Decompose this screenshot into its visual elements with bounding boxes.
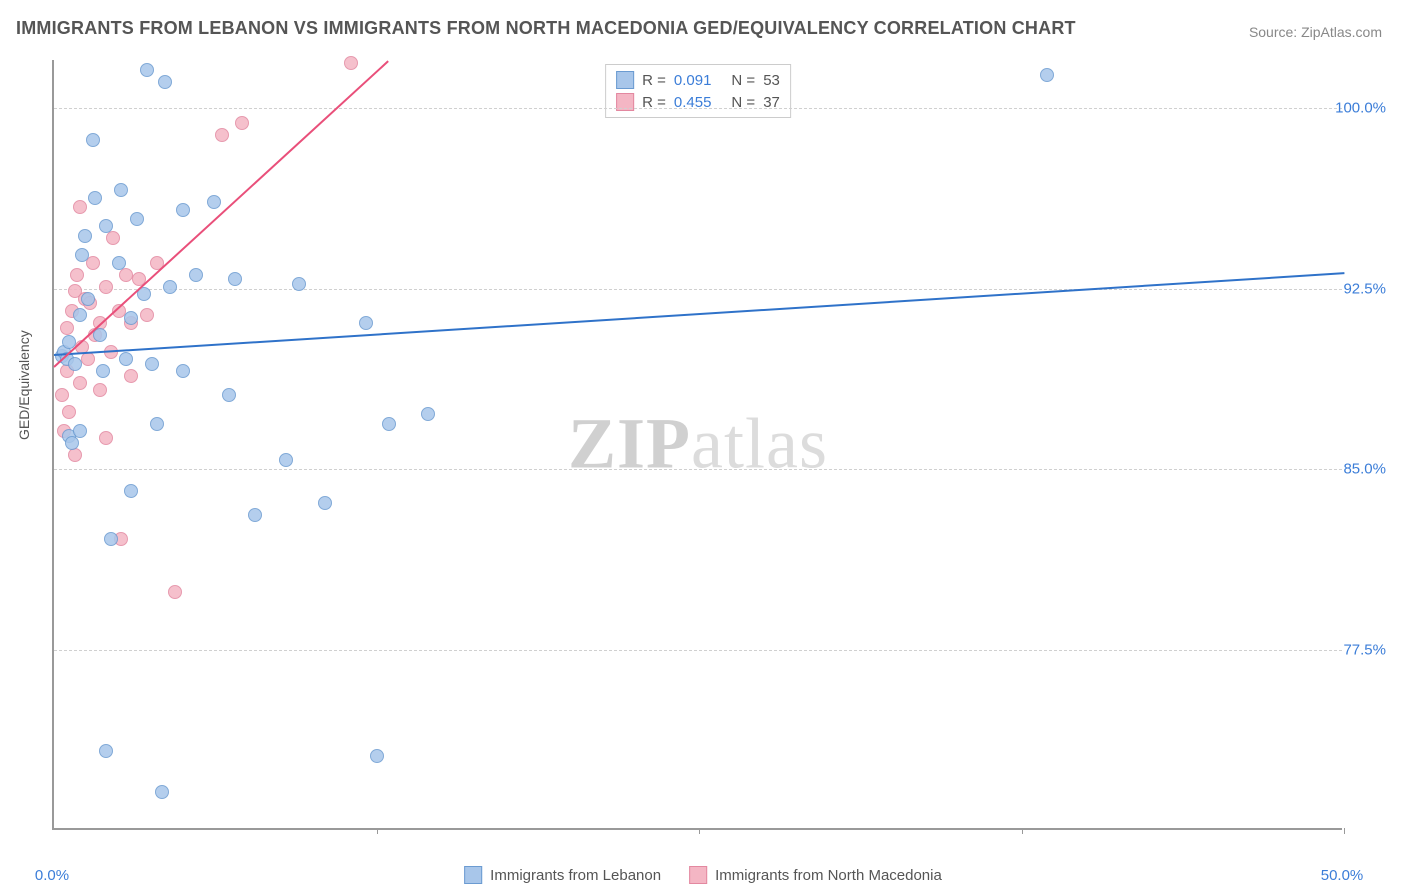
data-point (65, 436, 79, 450)
chart-title: IMMIGRANTS FROM LEBANON VS IMMIGRANTS FR… (16, 18, 1076, 39)
data-point (359, 316, 373, 330)
data-point (140, 63, 154, 77)
y-axis-label: GED/Equivalency (16, 330, 32, 440)
data-point (124, 369, 138, 383)
data-point (99, 280, 113, 294)
data-point (176, 203, 190, 217)
data-point (60, 321, 74, 335)
data-point (130, 212, 144, 226)
watermark: ZIPatlas (568, 403, 828, 486)
data-point (88, 191, 102, 205)
data-point (279, 453, 293, 467)
trend-line (53, 60, 388, 367)
data-point (176, 364, 190, 378)
data-point (99, 744, 113, 758)
data-point (124, 484, 138, 498)
legend-swatch (689, 866, 707, 884)
r-value: 0.091 (674, 72, 712, 89)
data-point (119, 268, 133, 282)
data-point (215, 128, 229, 142)
data-point (73, 424, 87, 438)
legend-swatch (464, 866, 482, 884)
n-label: N = (731, 72, 755, 89)
data-point (163, 280, 177, 294)
data-point (73, 308, 87, 322)
gridline-h (54, 469, 1342, 470)
data-point (73, 376, 87, 390)
data-point (382, 417, 396, 431)
legend-row: R =0.455N =37 (616, 91, 780, 113)
data-point (140, 308, 154, 322)
data-point (119, 352, 133, 366)
data-point (86, 133, 100, 147)
gridline-h (54, 289, 1342, 290)
y-tick-label: 85.0% (1343, 461, 1386, 478)
data-point (235, 116, 249, 130)
correlation-legend: R = 0.091 N = 53 R =0.455N =37 (605, 64, 791, 118)
data-point (68, 448, 82, 462)
gridline-h (54, 650, 1342, 651)
data-point (228, 272, 242, 286)
watermark-zip: ZIP (568, 404, 691, 484)
data-point (155, 785, 169, 799)
data-point (124, 311, 138, 325)
data-point (68, 357, 82, 371)
data-point (78, 229, 92, 243)
legend-label: Immigrants from Lebanon (490, 867, 661, 884)
x-tick (1022, 828, 1023, 834)
data-point (70, 268, 84, 282)
watermark-atlas: atlas (691, 404, 828, 484)
x-tick (699, 828, 700, 834)
legend-label: Immigrants from North Macedonia (715, 867, 942, 884)
data-point (62, 405, 76, 419)
legend-item: Immigrants from North Macedonia (689, 866, 942, 884)
data-point (158, 75, 172, 89)
y-tick-label: 77.5% (1343, 641, 1386, 658)
series-legend: Immigrants from Lebanon Immigrants from N… (464, 866, 942, 884)
trend-line (54, 272, 1344, 356)
data-point (1040, 68, 1054, 82)
x-tick-label: 50.0% (1321, 867, 1364, 884)
data-point (168, 585, 182, 599)
data-point (292, 277, 306, 291)
data-point (318, 496, 332, 510)
data-point (189, 268, 203, 282)
gridline-h (54, 108, 1342, 109)
data-point (145, 357, 159, 371)
legend-item: Immigrants from Lebanon (464, 866, 661, 884)
legend-swatch (616, 71, 634, 89)
source-attribution: Source: ZipAtlas.com (1249, 24, 1382, 40)
data-point (112, 256, 126, 270)
data-point (96, 364, 110, 378)
data-point (75, 248, 89, 262)
data-point (114, 183, 128, 197)
data-point (421, 407, 435, 421)
data-point (81, 292, 95, 306)
data-point (150, 417, 164, 431)
r-label: R = (642, 72, 666, 89)
data-point (207, 195, 221, 209)
x-tick-label: 0.0% (35, 867, 69, 884)
legend-row: R = 0.091 N = 53 (616, 69, 780, 91)
data-point (344, 56, 358, 70)
data-point (73, 200, 87, 214)
data-point (222, 388, 236, 402)
y-tick-label: 100.0% (1335, 100, 1386, 117)
data-point (99, 431, 113, 445)
data-point (106, 231, 120, 245)
data-point (55, 388, 69, 402)
n-value: 53 (763, 72, 780, 89)
data-point (93, 383, 107, 397)
x-tick (1344, 828, 1345, 834)
data-point (104, 532, 118, 546)
data-point (248, 508, 262, 522)
y-tick-label: 92.5% (1343, 280, 1386, 297)
x-tick (377, 828, 378, 834)
data-point (99, 219, 113, 233)
chart-container: IMMIGRANTS FROM LEBANON VS IMMIGRANTS FR… (0, 0, 1406, 892)
plot-area: ZIPatlas R = 0.091 N = 53 R =0.455N =37 (52, 60, 1342, 830)
data-point (370, 749, 384, 763)
